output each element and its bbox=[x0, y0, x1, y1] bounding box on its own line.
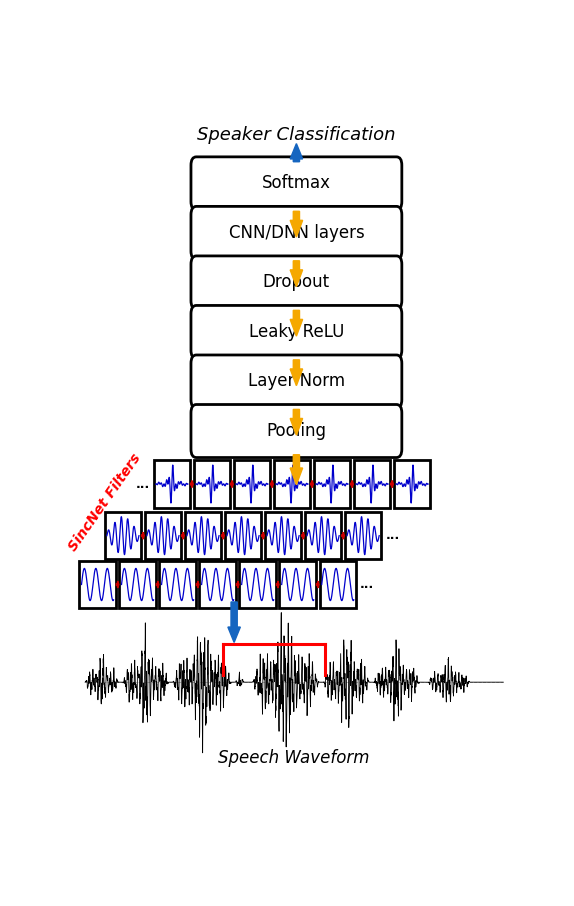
FancyBboxPatch shape bbox=[191, 355, 402, 408]
FancyArrow shape bbox=[290, 144, 302, 162]
Text: ...: ... bbox=[360, 578, 374, 591]
FancyBboxPatch shape bbox=[314, 460, 350, 507]
FancyBboxPatch shape bbox=[79, 561, 116, 608]
FancyArrow shape bbox=[302, 532, 304, 539]
FancyArrow shape bbox=[351, 480, 354, 487]
FancyBboxPatch shape bbox=[234, 460, 270, 507]
Text: Speech Waveform: Speech Waveform bbox=[219, 748, 370, 766]
FancyArrow shape bbox=[316, 581, 319, 588]
FancyArrow shape bbox=[181, 532, 184, 539]
FancyBboxPatch shape bbox=[305, 512, 342, 559]
FancyArrow shape bbox=[342, 532, 344, 539]
FancyBboxPatch shape bbox=[280, 561, 316, 608]
FancyBboxPatch shape bbox=[119, 561, 156, 608]
FancyArrow shape bbox=[290, 455, 302, 485]
FancyArrow shape bbox=[231, 480, 233, 487]
FancyBboxPatch shape bbox=[199, 561, 236, 608]
FancyArrow shape bbox=[222, 532, 224, 539]
FancyArrow shape bbox=[290, 360, 302, 386]
FancyArrow shape bbox=[290, 261, 302, 286]
Text: CNN/DNN layers: CNN/DNN layers bbox=[228, 224, 364, 242]
FancyBboxPatch shape bbox=[274, 460, 310, 507]
Text: ...: ... bbox=[135, 477, 150, 490]
Text: SincNet Filters: SincNet Filters bbox=[66, 451, 144, 554]
FancyArrow shape bbox=[311, 480, 313, 487]
Text: Layer Norm: Layer Norm bbox=[248, 372, 345, 390]
Text: Softmax: Softmax bbox=[262, 174, 331, 192]
FancyArrow shape bbox=[276, 581, 279, 588]
Text: ...: ... bbox=[385, 529, 400, 542]
FancyBboxPatch shape bbox=[154, 460, 190, 507]
FancyBboxPatch shape bbox=[145, 512, 181, 559]
FancyBboxPatch shape bbox=[394, 460, 430, 507]
FancyBboxPatch shape bbox=[265, 512, 301, 559]
Text: Pooling: Pooling bbox=[266, 422, 327, 440]
FancyArrow shape bbox=[196, 581, 199, 588]
FancyBboxPatch shape bbox=[193, 460, 230, 507]
FancyBboxPatch shape bbox=[191, 404, 402, 458]
FancyBboxPatch shape bbox=[191, 305, 402, 359]
FancyArrow shape bbox=[228, 602, 241, 642]
FancyBboxPatch shape bbox=[185, 512, 221, 559]
FancyArrow shape bbox=[290, 311, 302, 336]
FancyBboxPatch shape bbox=[239, 561, 276, 608]
FancyBboxPatch shape bbox=[191, 255, 402, 309]
FancyArrow shape bbox=[270, 480, 273, 487]
FancyBboxPatch shape bbox=[320, 561, 356, 608]
FancyArrow shape bbox=[116, 581, 119, 588]
FancyArrow shape bbox=[391, 480, 393, 487]
FancyBboxPatch shape bbox=[191, 157, 402, 210]
FancyBboxPatch shape bbox=[104, 512, 141, 559]
FancyArrow shape bbox=[290, 211, 302, 237]
FancyArrow shape bbox=[156, 581, 159, 588]
FancyBboxPatch shape bbox=[345, 512, 381, 559]
FancyArrow shape bbox=[290, 410, 302, 435]
Text: Dropout: Dropout bbox=[263, 274, 330, 292]
FancyBboxPatch shape bbox=[191, 207, 402, 259]
FancyArrow shape bbox=[262, 532, 265, 539]
Text: Leaky ReLU: Leaky ReLU bbox=[249, 323, 344, 341]
Text: Speaker Classification: Speaker Classification bbox=[197, 126, 395, 143]
FancyArrow shape bbox=[191, 480, 193, 487]
FancyBboxPatch shape bbox=[225, 512, 261, 559]
FancyBboxPatch shape bbox=[160, 561, 196, 608]
FancyArrow shape bbox=[142, 532, 144, 539]
FancyBboxPatch shape bbox=[354, 460, 390, 507]
FancyArrow shape bbox=[236, 581, 239, 588]
